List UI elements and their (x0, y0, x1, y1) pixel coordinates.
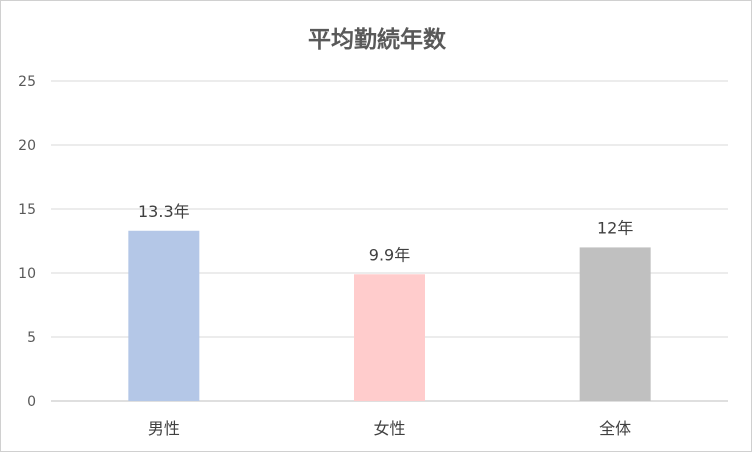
bar-1 (128, 230, 200, 401)
data-label: 13.3年 (138, 202, 190, 221)
y-tick-label: 10 (18, 266, 36, 282)
y-tick-label: 15 (18, 202, 36, 218)
bar-3 (579, 247, 651, 401)
y-tick-label: 0 (27, 394, 36, 410)
bars (128, 230, 651, 401)
category-label: 男性 (148, 419, 180, 438)
data-label: 12年 (597, 218, 633, 237)
data-labels: 13.3年 9.9年 12年 (138, 202, 633, 265)
y-tick-label: 20 (18, 138, 36, 154)
category-label: 女性 (373, 419, 405, 438)
chart-title: 平均勤続年数 (308, 26, 447, 53)
category-label: 全体 (599, 419, 631, 438)
y-axis-ticks: 0 5 10 15 20 25 (18, 74, 36, 410)
data-label: 9.9年 (369, 245, 410, 264)
y-tick-label: 5 (27, 330, 36, 346)
category-labels: 男性 女性 全体 (148, 419, 631, 438)
y-tick-label: 25 (18, 74, 36, 90)
bar-2 (354, 274, 425, 401)
